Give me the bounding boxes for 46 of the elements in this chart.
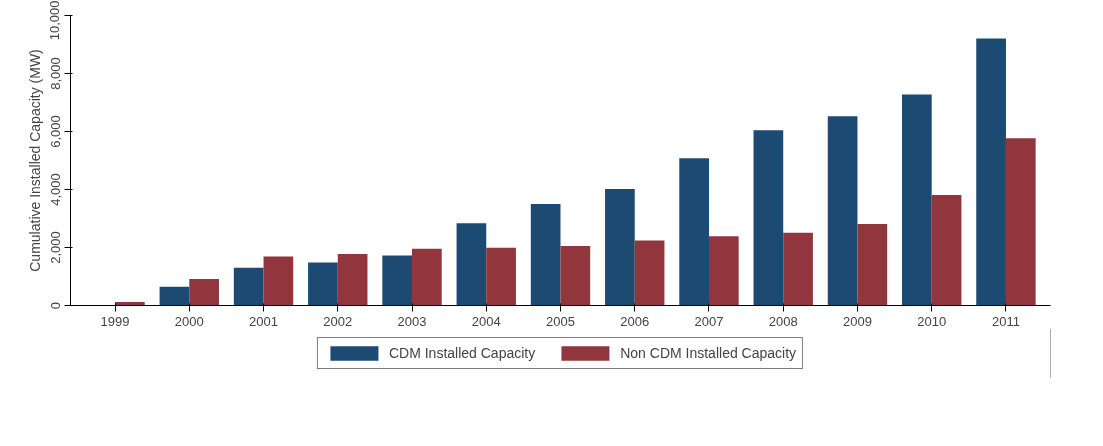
y-tick-label: 6,000 [47,115,63,148]
legend-label: CDM Installed Capacity [388,345,536,361]
bar [931,195,962,306]
bar [486,247,516,306]
bar [783,232,813,306]
bar [308,262,338,306]
y-tick-label: 2,000 [47,231,63,264]
bar [634,240,665,306]
bar [159,286,190,306]
bar [708,236,739,306]
bar [976,38,1006,306]
x-tick-label: 2001 [249,313,278,329]
x-tick-label: 2004 [471,313,501,329]
x-tick-label: 2006 [620,313,650,329]
x-tick-label: 2002 [323,313,353,329]
bar [1005,138,1036,306]
y-tick-label: 10,000 [47,0,63,41]
bar [456,223,487,306]
legend-label: Non CDM Installed Capacity [620,345,797,361]
bar [337,253,368,306]
y-tick-label: 8,000 [47,57,63,90]
x-tick-label: 2000 [174,313,204,329]
x-tick-label: 2010 [917,313,947,329]
bar [412,248,442,306]
bar [189,279,219,306]
x-tick-label: 2008 [768,313,798,329]
y-tick-label: 0 [47,301,63,310]
x-tick-label: 2011 [991,313,1020,329]
y-tick-label: 4,000 [47,173,63,206]
x-tick-label: 2003 [397,313,427,329]
x-tick-label: 1999 [100,313,130,329]
bar [857,224,888,306]
bar [382,255,413,306]
bar [605,188,635,306]
x-tick-label: 2009 [843,313,872,329]
bar [560,246,591,306]
bar [233,267,264,306]
y-axis-title: Cumulative Installed Capacity (MW) [26,49,43,272]
bar [263,256,294,306]
bar [530,204,561,306]
bar [827,116,858,306]
bar [902,94,932,306]
bar [679,158,709,306]
bar [753,130,784,306]
x-tick-label: 2007 [694,313,724,329]
x-tick-label: 2005 [546,313,575,329]
